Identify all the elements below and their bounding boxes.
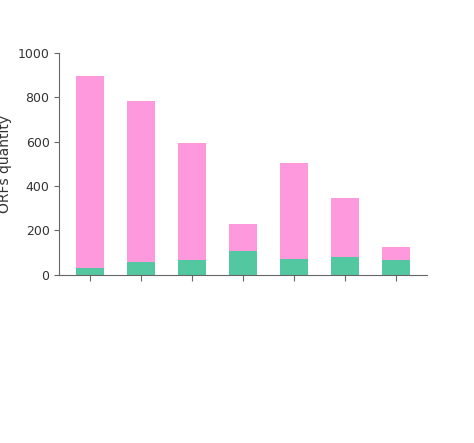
Bar [76, 268, 104, 275]
Bar [178, 143, 206, 260]
Bar [229, 224, 257, 252]
Bar [331, 198, 359, 257]
Bar [127, 101, 155, 262]
Bar [382, 260, 410, 275]
Y-axis label: ORFs quantity: ORFs quantity [0, 115, 12, 213]
Bar [76, 77, 104, 268]
Bar [127, 262, 155, 275]
Bar [382, 247, 410, 260]
Bar [280, 163, 308, 259]
Bar [178, 260, 206, 275]
Bar [229, 252, 257, 275]
Bar [280, 259, 308, 275]
Bar [331, 257, 359, 275]
